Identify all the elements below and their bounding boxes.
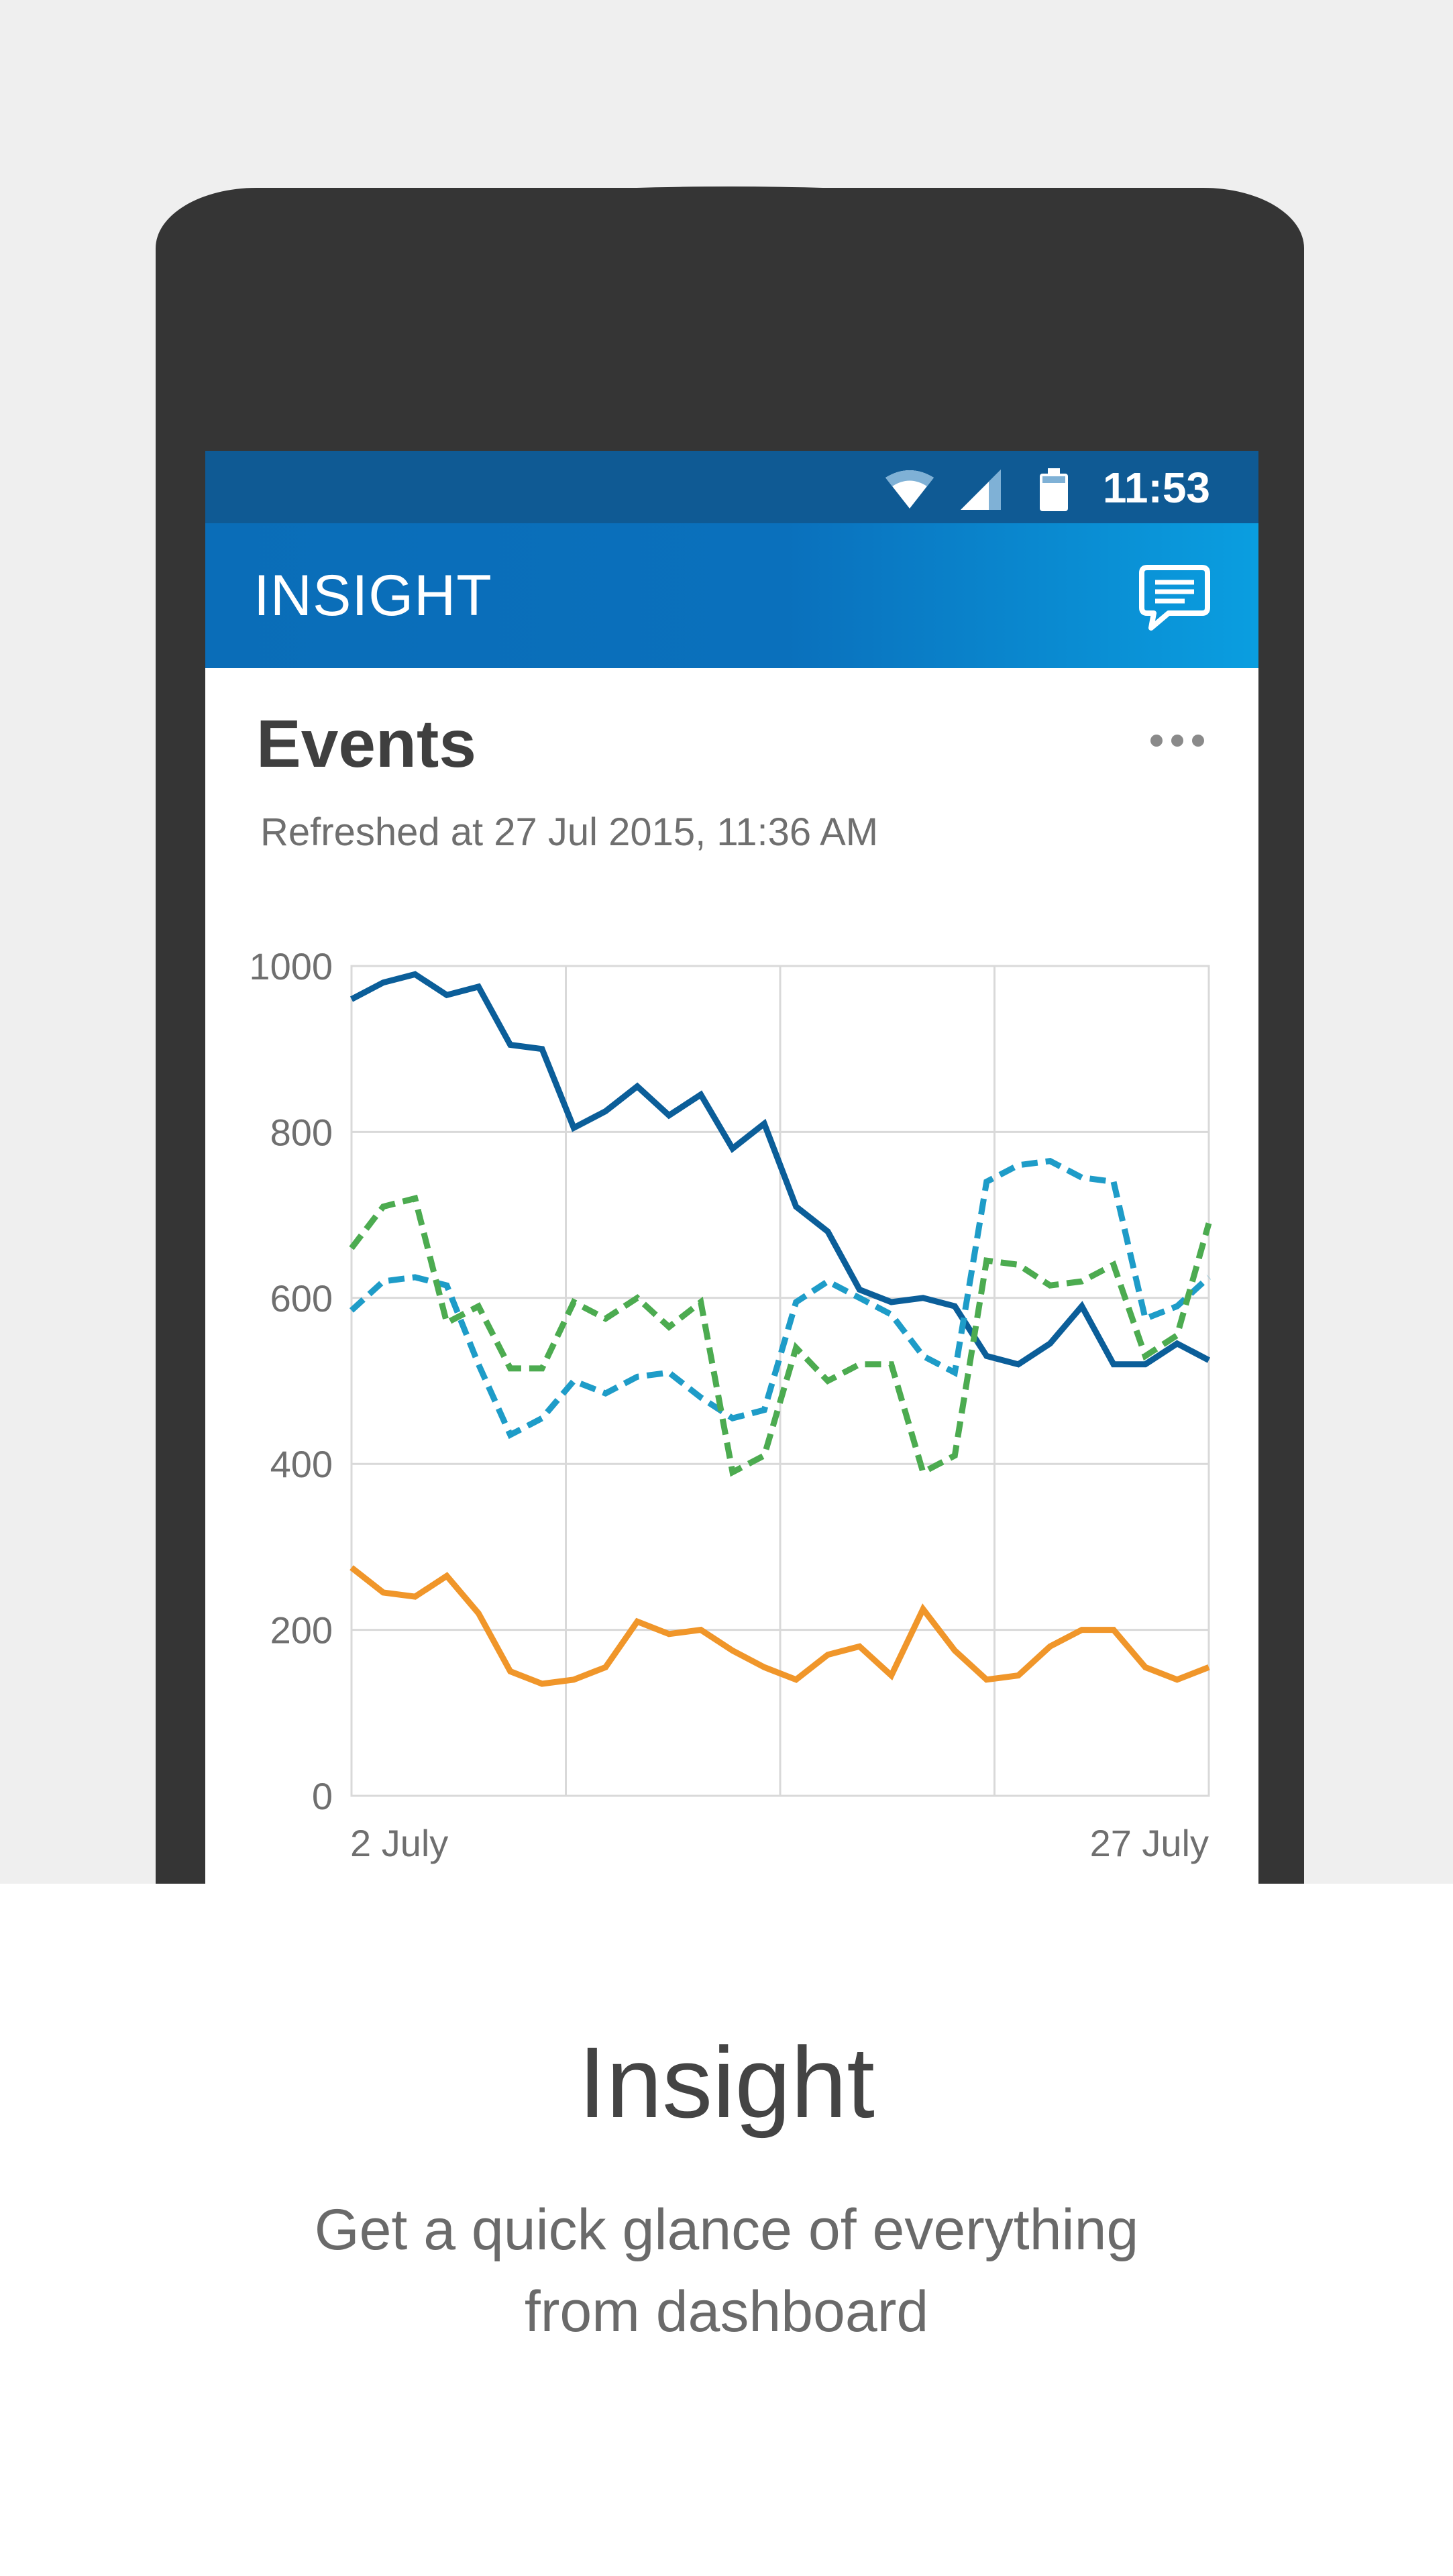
x-tick-label-start: 2 July (350, 1822, 448, 1864)
series-line-3 (349, 1194, 1212, 1477)
caption-panel: Insight Get a quick glance of everything… (0, 1884, 1453, 2576)
series-line-1 (349, 971, 1211, 1368)
card-title: Events (256, 706, 476, 782)
status-bar: 11:53 (205, 451, 1258, 523)
y-tick-label: 600 (270, 1277, 333, 1320)
y-tick-label: 200 (270, 1609, 333, 1652)
phone-screen: 11:53 INSIGHT Events Refreshed at 27 Jul… (205, 451, 1258, 1893)
chat-icon[interactable] (1138, 561, 1212, 635)
more-icon[interactable] (1147, 727, 1207, 754)
caption-subtitle: Get a quick glance of everything from da… (314, 2198, 1139, 2344)
wifi-icon (885, 470, 934, 508)
status-time: 11:53 (1102, 464, 1210, 512)
series-line-2 (349, 1158, 1212, 1440)
app-bar: INSIGHT (205, 523, 1258, 668)
x-tick-label-end: 27 July (1090, 1822, 1209, 1864)
battery-icon (1040, 468, 1068, 511)
y-tick-label: 800 (270, 1111, 333, 1153)
y-tick-label: 1000 (249, 945, 333, 987)
signal-icon (961, 470, 1001, 510)
app-title: INSIGHT (254, 564, 492, 628)
caption-title: Insight (578, 2026, 875, 2139)
y-tick-label: 0 (312, 1775, 333, 1817)
series-line-4 (349, 1565, 1210, 1687)
refreshed-timestamp: Refreshed at 27 Jul 2015, 11:36 AM (260, 810, 879, 854)
y-tick-label: 400 (270, 1443, 333, 1485)
events-line-chart: 0 200 400 600 800 1000 2 July 27 July (249, 945, 1212, 1864)
